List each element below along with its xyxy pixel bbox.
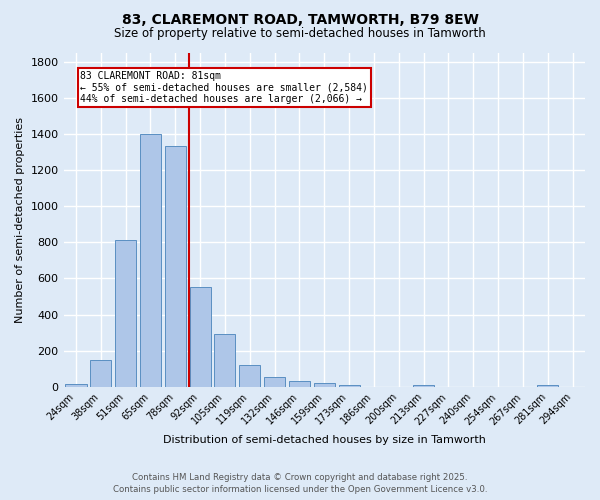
X-axis label: Distribution of semi-detached houses by size in Tamworth: Distribution of semi-detached houses by … — [163, 435, 486, 445]
Bar — [115, 240, 136, 387]
Bar — [537, 385, 559, 387]
Bar — [214, 334, 235, 387]
Bar — [90, 360, 112, 387]
Bar — [338, 385, 359, 387]
Bar — [140, 134, 161, 387]
Y-axis label: Number of semi-detached properties: Number of semi-detached properties — [15, 116, 25, 322]
Bar — [165, 146, 186, 387]
Text: Contains HM Land Registry data © Crown copyright and database right 2025.
Contai: Contains HM Land Registry data © Crown c… — [113, 472, 487, 494]
Bar — [289, 382, 310, 387]
Text: 83 CLAREMONT ROAD: 81sqm
← 55% of semi-detached houses are smaller (2,584)
44% o: 83 CLAREMONT ROAD: 81sqm ← 55% of semi-d… — [80, 70, 368, 104]
Bar — [413, 385, 434, 387]
Bar — [239, 365, 260, 387]
Bar — [190, 288, 211, 387]
Bar — [264, 378, 285, 387]
Bar — [65, 384, 86, 387]
Text: Size of property relative to semi-detached houses in Tamworth: Size of property relative to semi-detach… — [114, 28, 486, 40]
Text: 83, CLAREMONT ROAD, TAMWORTH, B79 8EW: 83, CLAREMONT ROAD, TAMWORTH, B79 8EW — [122, 12, 478, 26]
Bar — [314, 383, 335, 387]
